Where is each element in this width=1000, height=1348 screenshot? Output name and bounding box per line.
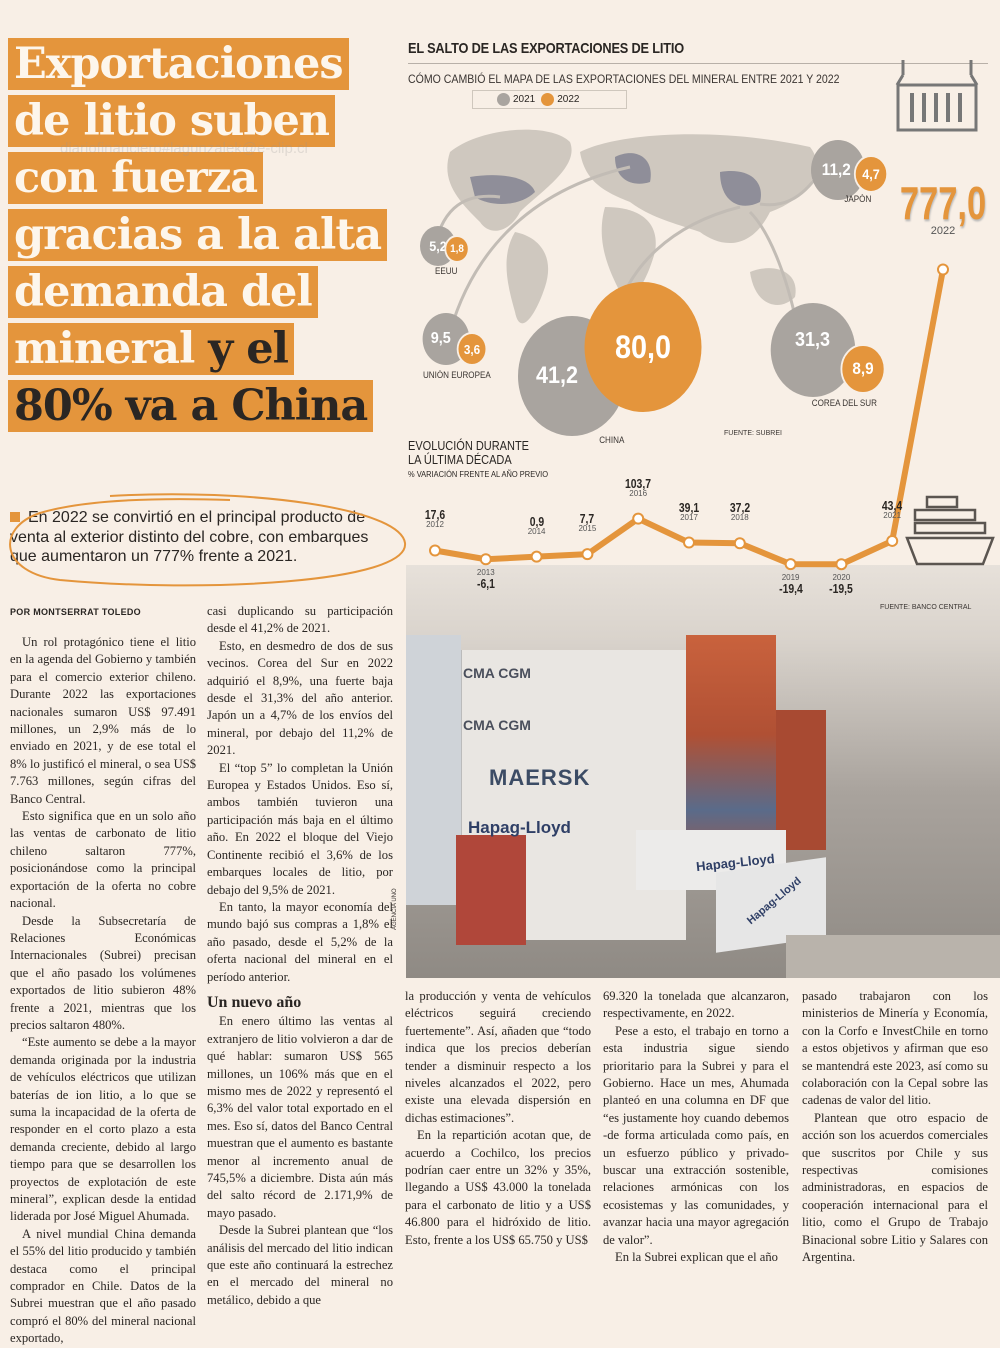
- headline-line: demanda del: [8, 266, 318, 318]
- data-label-2018: 37,2 2018: [729, 500, 750, 523]
- paragraph: El “top 5” lo completan la Unión Europea…: [207, 760, 393, 897]
- bubble-china-2022: 80,0: [584, 282, 702, 412]
- cargo-ship-icon: [905, 495, 995, 566]
- bubble-corea-2022: 8,9: [840, 344, 886, 394]
- divider: [408, 63, 988, 64]
- bubble-japon-2021: 11,2: [811, 140, 865, 200]
- legend-item-2022: 2022: [541, 93, 580, 106]
- legend-item-2021: 2021: [497, 93, 535, 106]
- byline: POR MONTSERRAT TOLEDO: [10, 607, 141, 617]
- bubble-ue-2022: 3,6: [456, 332, 488, 366]
- container-brand: Hapag-Lloyd: [468, 818, 571, 837]
- data-label-2012: 17,6 2012: [424, 507, 446, 530]
- legend: 2021 2022: [472, 90, 627, 109]
- paragraph: Plantean que otro espacio de acción son …: [802, 1110, 988, 1265]
- subheading: Un nuevo año: [207, 993, 302, 1011]
- paragraph: En tanto, la mayor economía del mundo ba…: [207, 899, 393, 984]
- shipping-container-icon: [895, 60, 979, 132]
- bullet-square-icon: [10, 512, 20, 522]
- photo-credit: AGENCIA UNO: [392, 888, 398, 930]
- paragraph: En enero último las ventas al extranjero…: [207, 1014, 393, 1220]
- container-brand: MAERSK: [489, 765, 591, 790]
- data-point-2021: [886, 534, 899, 547]
- port-containers-photo: CMA CGM CMA CGM MAERSK Hapag-Lloyd Hapag…: [406, 565, 1000, 978]
- article-column-3: la producción y venta de vehículos eléct…: [405, 988, 591, 1249]
- watermark: diariofinanciero#lagunzalek@e-clip.cl: [60, 140, 308, 157]
- data-point-2015: [581, 548, 594, 561]
- bubble-eeuu-2022: 1,8: [444, 235, 470, 263]
- headline-line: mineral y el: [8, 323, 294, 375]
- data-label-2014: 0,9 2014: [527, 513, 546, 536]
- paragraph: 69.320 la tonelada que alcanzaron, respe…: [603, 989, 789, 1021]
- paragraph: Desde la Subsecretaría de Relaciones Eco…: [10, 913, 196, 1032]
- data-point-2016: [632, 512, 645, 525]
- standfirst: En 2022 se convirtió en el principal pro…: [10, 508, 395, 567]
- container-brand: CMA CGM: [463, 665, 531, 681]
- country-label: CHINA: [599, 435, 625, 446]
- trend-source: FUENTE: BANCO CENTRAL: [880, 604, 972, 611]
- headline-word: mineral: [14, 324, 195, 374]
- data-label-2019: 2019 -19,4: [778, 573, 803, 597]
- paragraph: Un rol protagónico tiene el litio en la …: [10, 635, 196, 806]
- trend-title: EVOLUCIÓN DURANTE LA ÚLTIMA DÉCADA: [408, 439, 530, 467]
- country-label: UNIÓN EUROPEA: [422, 370, 491, 381]
- country-label: JAPÓN: [844, 194, 872, 205]
- paragraph: En la repartición acotan que, de acuerdo…: [405, 1128, 591, 1247]
- data-label-2020: 2020 -19,5: [829, 573, 854, 597]
- world-map: [430, 129, 822, 343]
- data-label-2016: 103,7 2016: [625, 475, 652, 498]
- paragraph: Pese a esto, el trabajo en torno a esta …: [603, 1023, 789, 1247]
- headline-line: gracias a la alta: [8, 209, 388, 261]
- data-point-2012: [429, 544, 441, 557]
- paragraph: “Este aumento se debe a la mayor demanda…: [10, 1035, 196, 1224]
- map-source: FUENTE: SUBREI: [724, 430, 782, 437]
- paragraph: pasado trabajaron con los ministerios de…: [802, 989, 988, 1108]
- data-point-2018: [733, 537, 746, 550]
- infographic-subtitle: CÓMO CAMBIÓ EL MAPA DE LAS EXPORTACIONES…: [408, 72, 840, 86]
- paragraph: A nivel mundial China demanda el 55% del…: [10, 1226, 196, 1346]
- paragraph: Esto significa que en un solo año las ve…: [10, 809, 196, 911]
- paragraph: Desde la Subrei plantean que “los anális…: [207, 1223, 393, 1307]
- data-label-2015: 7,7 2015: [578, 511, 597, 534]
- data-point-2022: [937, 263, 949, 276]
- headline-line: con fuerza: [8, 152, 264, 204]
- data-label-2013: 2013 -6,1: [476, 568, 495, 592]
- article-column-1: Un rol protagónico tiene el litio en la …: [10, 634, 196, 1348]
- hand-drawn-ellipse: [9, 493, 407, 587]
- data-label-2017: 39,1 2017: [678, 499, 700, 522]
- paragraph: En la Subrei explican que el año: [615, 1250, 778, 1265]
- headline-line: Exportaciones: [8, 38, 349, 90]
- container-brand: CMA CGM: [463, 717, 531, 733]
- data-point-2013: [479, 553, 492, 566]
- article-column-5: pasado trabajaron con los ministerios de…: [802, 988, 988, 1267]
- standfirst-text: En 2022 se convirtió en el principal pro…: [10, 509, 369, 565]
- data-point-2014: [530, 550, 543, 563]
- paragraph: la producción y venta de vehículos eléct…: [405, 989, 591, 1125]
- headline-line: de litio suben: [8, 95, 336, 147]
- infographic-title: EL SALTO DE LAS EXPORTACIONES DE LITIO: [408, 40, 684, 57]
- article-column-4: 69.320 la tonelada que alcanzaron, respe…: [603, 988, 789, 1267]
- article-column-2: casi duplicando su participación desde e…: [207, 603, 393, 1309]
- headline-word: y el: [208, 324, 289, 374]
- paragraph: casi duplicando su participación desde e…: [207, 604, 393, 636]
- data-point-2017: [683, 536, 695, 549]
- country-label: COREA DEL SUR: [811, 398, 877, 409]
- data-label-2021: 43,4 2021: [882, 497, 903, 520]
- paragraph: Esto, en desmedro de dos de sus vecinos.…: [207, 638, 393, 758]
- headline-word: 80% va a China: [14, 381, 368, 431]
- bubble-japon-2022: 4,7: [853, 155, 889, 193]
- headline-line: 80% va a China: [8, 380, 374, 432]
- bubble-corea-2021: 31,3: [770, 303, 856, 397]
- data-label-2022: 777,0 2022: [899, 177, 987, 237]
- trend-subtitle: % VARIACIÓN FRENTE AL AÑO PREVIO: [408, 469, 549, 479]
- headline: Exportaciones de litio suben con fuerza …: [8, 38, 398, 437]
- country-label: EEUU: [434, 266, 458, 277]
